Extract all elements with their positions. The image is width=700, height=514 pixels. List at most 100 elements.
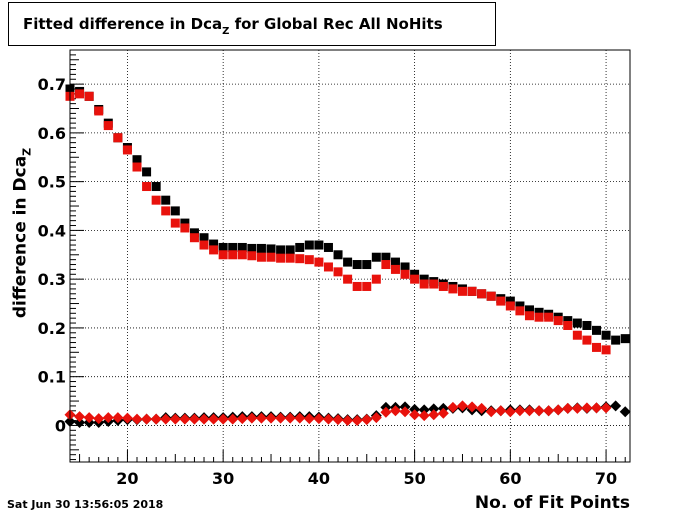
diamond-marker bbox=[370, 412, 382, 424]
diamond-marker bbox=[399, 406, 411, 418]
square-marker bbox=[477, 289, 487, 299]
square-marker bbox=[285, 253, 295, 263]
square-marker bbox=[256, 252, 266, 262]
diamond-marker bbox=[428, 409, 440, 421]
diamond-marker bbox=[74, 417, 86, 429]
square-marker bbox=[132, 155, 142, 165]
square-marker bbox=[611, 335, 621, 345]
diamond-marker bbox=[514, 405, 526, 417]
square-marker bbox=[209, 245, 219, 255]
square-marker bbox=[266, 252, 276, 262]
square-marker bbox=[132, 162, 142, 172]
square-marker bbox=[142, 182, 152, 192]
square-marker bbox=[467, 286, 477, 296]
square-marker bbox=[237, 242, 247, 252]
diamond-marker bbox=[255, 412, 267, 424]
square-marker bbox=[323, 262, 333, 272]
x-tick-label: 60 bbox=[499, 469, 521, 488]
x-tick-label: 20 bbox=[116, 469, 138, 488]
square-marker bbox=[400, 269, 410, 279]
y-tick-label: 0.3 bbox=[38, 270, 66, 289]
y-axis-label: difference in DcaZ bbox=[11, 148, 34, 318]
square-marker bbox=[515, 301, 525, 311]
diamond-marker bbox=[83, 412, 95, 424]
diamond-marker bbox=[198, 413, 210, 425]
square-marker bbox=[314, 240, 324, 250]
grid-lines bbox=[70, 50, 630, 462]
square-marker bbox=[285, 245, 295, 255]
square-marker bbox=[218, 242, 228, 252]
diamond-marker bbox=[590, 402, 602, 414]
square-marker bbox=[161, 206, 171, 216]
chart-title: Fitted difference in DcaZ for Global Rec… bbox=[23, 15, 443, 37]
diamond-marker bbox=[236, 413, 248, 425]
square-marker bbox=[429, 279, 439, 289]
square-marker bbox=[218, 250, 228, 260]
diamond-marker bbox=[160, 413, 172, 425]
square-marker bbox=[553, 316, 563, 326]
square-marker bbox=[170, 218, 180, 228]
square-marker bbox=[247, 243, 257, 253]
square-marker bbox=[572, 330, 582, 340]
diamond-marker bbox=[141, 413, 153, 425]
plot-frame bbox=[69, 49, 631, 463]
square-marker bbox=[199, 233, 209, 243]
y-tick-label: 0 bbox=[55, 416, 66, 435]
diamond-marker bbox=[600, 402, 612, 414]
square-marker bbox=[189, 228, 199, 238]
square-marker bbox=[170, 206, 180, 216]
diamond-marker bbox=[351, 415, 363, 427]
diamond-marker bbox=[294, 412, 306, 424]
square-marker bbox=[256, 243, 266, 253]
square-marker bbox=[228, 250, 238, 260]
square-marker bbox=[601, 330, 611, 340]
diamond-marker bbox=[543, 405, 555, 417]
chart-title-box: Fitted difference in DcaZ for Global Rec… bbox=[8, 2, 496, 46]
axis-ticks bbox=[70, 54, 626, 462]
diamond-marker bbox=[380, 406, 392, 418]
diamond-marker bbox=[169, 413, 181, 425]
square-marker bbox=[381, 252, 391, 262]
square-marker bbox=[390, 264, 400, 274]
diamond-marker bbox=[179, 413, 191, 425]
square-marker bbox=[352, 260, 362, 270]
square-marker bbox=[228, 242, 238, 252]
square-marker bbox=[142, 167, 152, 177]
square-marker bbox=[151, 182, 161, 192]
chart-title-suffix: for Global Rec All NoHits bbox=[229, 15, 443, 33]
square-marker bbox=[563, 316, 573, 326]
diamond-marker bbox=[332, 414, 344, 426]
square-marker bbox=[161, 195, 171, 205]
y-tick-label: 0.6 bbox=[38, 124, 66, 143]
square-marker bbox=[400, 262, 410, 272]
square-marker bbox=[524, 305, 534, 315]
square-marker bbox=[486, 291, 496, 301]
diamond-marker bbox=[102, 412, 114, 424]
y-tick-label: 0.2 bbox=[38, 319, 66, 338]
diamond-marker bbox=[610, 400, 622, 412]
square-marker bbox=[362, 260, 372, 270]
square-marker bbox=[189, 233, 199, 243]
square-marker bbox=[314, 257, 324, 267]
square-marker bbox=[438, 281, 448, 291]
square-marker bbox=[304, 240, 314, 250]
square-marker bbox=[496, 296, 506, 306]
diamond-marker bbox=[437, 407, 449, 419]
diamond-marker bbox=[476, 402, 488, 414]
square-marker bbox=[419, 279, 429, 289]
diamond-marker bbox=[265, 412, 277, 424]
diamond-marker bbox=[342, 415, 354, 427]
diamond-marker bbox=[389, 405, 401, 417]
y-tick-label: 0.4 bbox=[38, 221, 66, 240]
square-marker bbox=[304, 255, 314, 265]
y-tick-label: 0.5 bbox=[38, 173, 66, 192]
chart-title-prefix: Fitted difference in Dca bbox=[23, 15, 223, 33]
x-tick-label: 50 bbox=[403, 469, 425, 488]
diamond-marker bbox=[112, 412, 124, 424]
square-marker bbox=[582, 320, 592, 330]
square-marker bbox=[419, 274, 429, 284]
diamond-marker bbox=[581, 402, 593, 414]
diamond-marker bbox=[523, 405, 535, 417]
square-marker bbox=[266, 244, 276, 254]
diamond-marker bbox=[150, 413, 162, 425]
